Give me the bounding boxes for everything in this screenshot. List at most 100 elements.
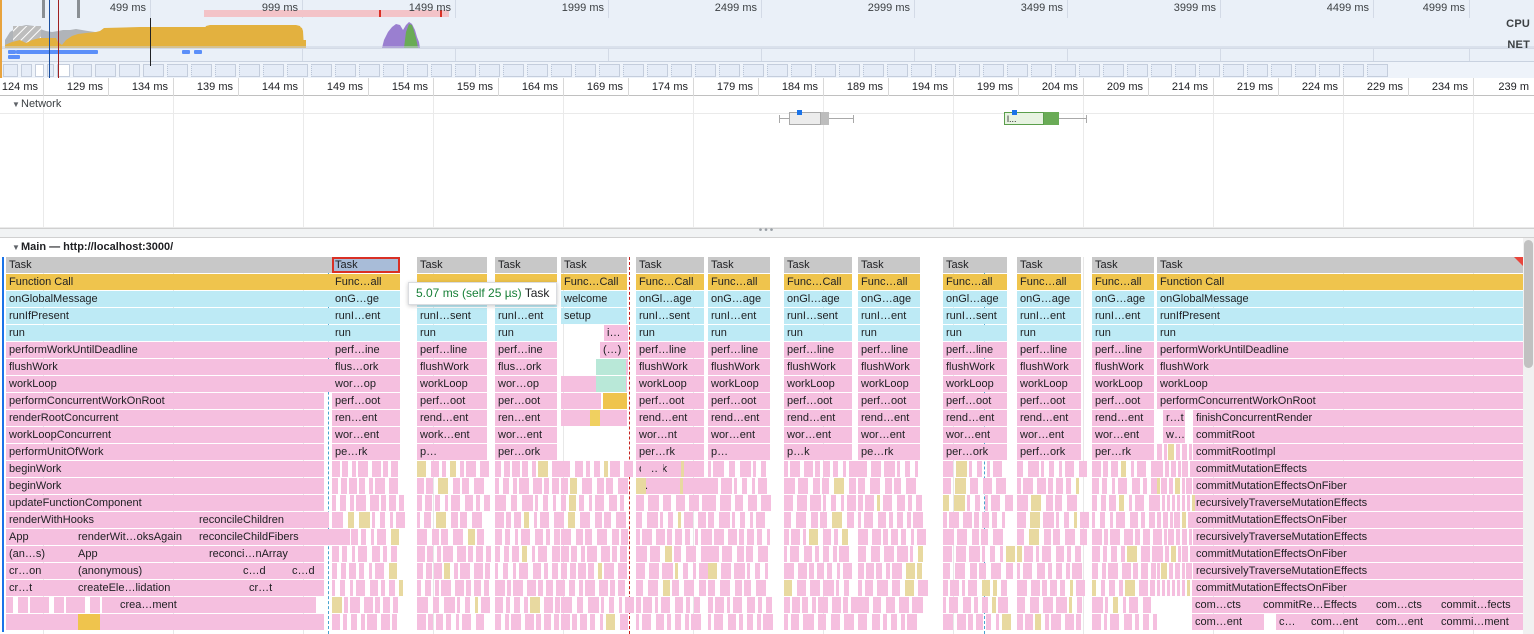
flamechart-event-bar[interactable]: recursivelyTraverseMutationEffects xyxy=(1193,529,1523,545)
flamechart-event-bar[interactable] xyxy=(823,461,830,477)
flamechart-event-bar[interactable]: perf…line xyxy=(943,342,1007,358)
flamechart-event-bar[interactable] xyxy=(460,461,464,477)
flamechart-event-bar[interactable] xyxy=(897,512,903,528)
flamechart-event-bar[interactable] xyxy=(982,580,990,596)
flamechart-event-bar[interactable] xyxy=(1067,495,1077,511)
frame-tile[interactable] xyxy=(95,64,116,77)
flamechart-event-bar[interactable] xyxy=(1182,461,1188,477)
flamechart-event-bar[interactable] xyxy=(1017,478,1021,494)
flamechart-event-bar[interactable] xyxy=(417,597,428,613)
flamechart-event-bar[interactable] xyxy=(968,614,973,630)
flamechart-event-bar[interactable] xyxy=(1048,478,1053,494)
flamechart-event-bar[interactable] xyxy=(344,597,348,613)
frame-tile[interactable] xyxy=(1151,64,1172,77)
flamechart-event-bar[interactable]: Func…all xyxy=(943,274,1007,290)
flamechart-event-bar[interactable] xyxy=(606,614,615,630)
flamechart-event-bar[interactable] xyxy=(306,597,316,613)
flamechart-event-bar[interactable] xyxy=(453,529,463,545)
flamechart-event-bar[interactable] xyxy=(1186,478,1192,494)
flamechart-event-bar[interactable] xyxy=(351,614,357,630)
flamechart-event-bar[interactable] xyxy=(1176,529,1180,545)
flamechart-event-bar[interactable] xyxy=(784,563,794,579)
flamechart-event-bar[interactable] xyxy=(993,580,997,596)
flamechart-event-bar[interactable] xyxy=(1017,614,1023,630)
flamechart-event-bar[interactable] xyxy=(1182,580,1185,596)
flamechart-event-bar[interactable]: Func…all xyxy=(332,274,400,290)
flamechart-event-bar[interactable]: run xyxy=(858,325,920,341)
frame-tile[interactable] xyxy=(1343,64,1364,77)
flamechart-event-bar[interactable] xyxy=(371,529,374,545)
flamechart-event-bar[interactable] xyxy=(993,529,1003,545)
flamechart-event-bar[interactable] xyxy=(512,461,520,477)
flamechart-event-bar[interactable] xyxy=(917,529,926,545)
frame-tile[interactable] xyxy=(1031,64,1052,77)
flamechart-event-bar[interactable] xyxy=(1000,546,1003,562)
frame-tile[interactable] xyxy=(1295,64,1316,77)
flamechart-event-bar[interactable] xyxy=(561,512,564,528)
flamechart-event-bar[interactable] xyxy=(957,614,966,630)
flamechart-event-bar[interactable] xyxy=(332,580,335,596)
flamechart-event-bar[interactable] xyxy=(884,461,895,477)
flamechart-event-bar[interactable] xyxy=(426,563,432,579)
flamechart-event-bar[interactable] xyxy=(833,461,838,477)
flamechart-event-bar[interactable] xyxy=(1132,478,1140,494)
flamechart-event-bar[interactable] xyxy=(858,563,864,579)
flamechart-event-bar[interactable] xyxy=(1188,512,1193,528)
flamechart-event-bar[interactable] xyxy=(590,410,600,426)
flamechart-event-bar[interactable]: com…cts xyxy=(1373,597,1445,613)
flamechart-event-bar[interactable] xyxy=(974,597,978,613)
flamechart-event-bar[interactable] xyxy=(1001,580,1007,596)
flamechart-event-bar[interactable] xyxy=(389,478,398,494)
frame-tile[interactable] xyxy=(143,64,164,77)
flamechart-event-bar[interactable]: flushWork xyxy=(784,359,852,375)
flamechart-event-bar[interactable] xyxy=(689,495,699,511)
flamechart-event-bar[interactable] xyxy=(596,376,626,392)
flamechart-event-bar[interactable] xyxy=(445,495,448,511)
flamechart-event-bar[interactable] xyxy=(636,461,639,477)
flamechart-event-bar[interactable] xyxy=(943,546,952,562)
flamechart-task-bar[interactable]: Task xyxy=(1157,257,1523,273)
flamechart-event-bar[interactable] xyxy=(1025,614,1033,630)
flamechart-event-bar[interactable] xyxy=(1157,580,1160,596)
flamechart-event-bar[interactable] xyxy=(1176,444,1180,460)
flamechart-task-bar[interactable]: Task xyxy=(858,257,920,273)
flamechart-event-bar[interactable] xyxy=(744,580,751,596)
flamechart-event-bar[interactable]: runI…ent xyxy=(495,308,557,324)
flamechart-event-bar[interactable] xyxy=(552,546,560,562)
flamechart-event-bar[interactable]: performWorkUntilDeadline xyxy=(1157,342,1523,358)
flamechart-event-bar[interactable] xyxy=(1175,563,1180,579)
flamechart-event-bar[interactable] xyxy=(507,580,511,596)
flamechart-event-bar[interactable] xyxy=(1130,512,1138,528)
flamechart-event-bar[interactable] xyxy=(1152,546,1157,562)
flamechart-event-bar[interactable] xyxy=(576,529,583,545)
flamechart-event-bar[interactable] xyxy=(462,614,471,630)
flamechart-event-bar[interactable] xyxy=(1076,580,1085,596)
flamechart-event-bar[interactable] xyxy=(962,580,965,596)
frame-tile[interactable] xyxy=(287,64,308,77)
flamechart-event-bar[interactable] xyxy=(883,614,887,630)
flamechart-event-bar[interactable] xyxy=(1065,529,1075,545)
flamechart-event-bar[interactable] xyxy=(6,597,13,613)
flamechart-event-bar[interactable]: crea…ment xyxy=(117,597,194,613)
flamechart-event-bar[interactable] xyxy=(1123,597,1126,613)
flamechart-event-bar[interactable] xyxy=(424,512,431,528)
flamechart-event-bar[interactable]: Func…Call xyxy=(561,274,627,290)
flamechart-event-bar[interactable] xyxy=(595,512,602,528)
flamechart-event-bar[interactable] xyxy=(1067,546,1071,562)
flamechart-event-bar[interactable] xyxy=(444,597,455,613)
flamechart-event-bar[interactable] xyxy=(810,495,821,511)
flamechart-event-bar[interactable] xyxy=(519,478,529,494)
flamechart-event-bar[interactable] xyxy=(1175,478,1180,494)
flamechart-event-bar[interactable] xyxy=(524,597,528,613)
flamechart-event-bar[interactable] xyxy=(443,546,453,562)
flamechart-event-bar[interactable] xyxy=(561,580,565,596)
flamechart-task-bar[interactable]: Task xyxy=(943,257,1007,273)
flamechart-event-bar[interactable] xyxy=(1072,563,1082,579)
flamechart-event-bar[interactable]: runI…sent xyxy=(636,308,704,324)
flamechart-event-bar[interactable] xyxy=(481,597,490,613)
flamechart-event-bar[interactable] xyxy=(943,495,949,511)
flamechart-event-bar[interactable]: setup xyxy=(561,308,627,324)
flamechart-event-bar[interactable]: com…ent xyxy=(1308,614,1380,630)
network-request-bar[interactable] xyxy=(779,110,854,125)
flamechart-event-bar[interactable] xyxy=(522,461,528,477)
